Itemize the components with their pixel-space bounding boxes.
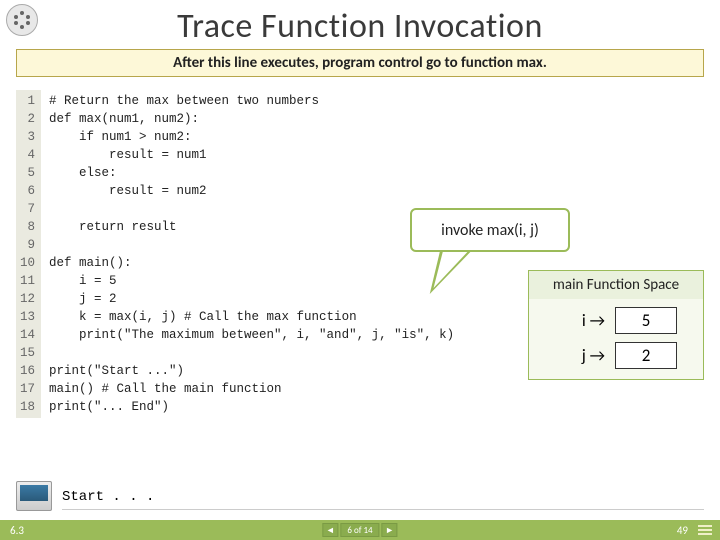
menu-icon[interactable] bbox=[698, 525, 712, 535]
line-numbers: 1 2 3 4 5 6 7 8 9 10 11 12 13 14 15 16 1… bbox=[16, 90, 41, 418]
code-content: # Return the max between two numbers def… bbox=[41, 90, 454, 418]
output-bar: Start . . . bbox=[16, 480, 704, 512]
var-row: i → 5 bbox=[529, 307, 703, 334]
var-row: j → 2 bbox=[529, 342, 703, 369]
terminal-icon bbox=[16, 481, 52, 511]
page-title: Trace Function Invocation bbox=[0, 0, 720, 47]
pager-text: 6 of 14 bbox=[340, 523, 379, 537]
footer: 6.3 ◄ 6 of 14 ► 49 bbox=[0, 520, 720, 540]
page-number: 49 bbox=[677, 524, 688, 537]
subtitle-note: After this line executes, program contro… bbox=[16, 49, 704, 77]
var-value: 2 bbox=[615, 342, 677, 369]
program-output: Start . . . bbox=[62, 483, 704, 510]
var-label: j → bbox=[555, 345, 605, 366]
pager-next-button[interactable]: ► bbox=[382, 523, 398, 537]
pager-prev-button[interactable]: ◄ bbox=[322, 523, 338, 537]
var-value: 5 bbox=[615, 307, 677, 334]
section-number: 6.3 bbox=[0, 524, 24, 537]
function-space-title: main Function Space bbox=[529, 271, 703, 299]
var-label: i → bbox=[555, 310, 605, 331]
pager: ◄ 6 of 14 ► bbox=[322, 523, 397, 537]
function-space-panel: main Function Space i → 5 j → 2 bbox=[528, 270, 704, 380]
callout-bubble: invoke max(i, j) bbox=[410, 208, 570, 252]
logo-icon bbox=[6, 4, 38, 36]
